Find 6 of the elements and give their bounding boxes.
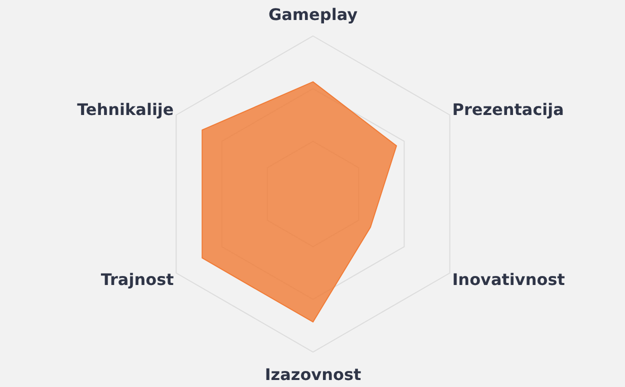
spoke-label: Trajnost [100,270,174,289]
spoke-label: Izazovnost [264,365,362,384]
spoke-label: Prezentacija [452,100,564,119]
spoke-label: Inovativnost [452,270,566,289]
spoke-label: Tehnikalije [77,100,174,119]
spoke-label: Gameplay [268,5,358,24]
